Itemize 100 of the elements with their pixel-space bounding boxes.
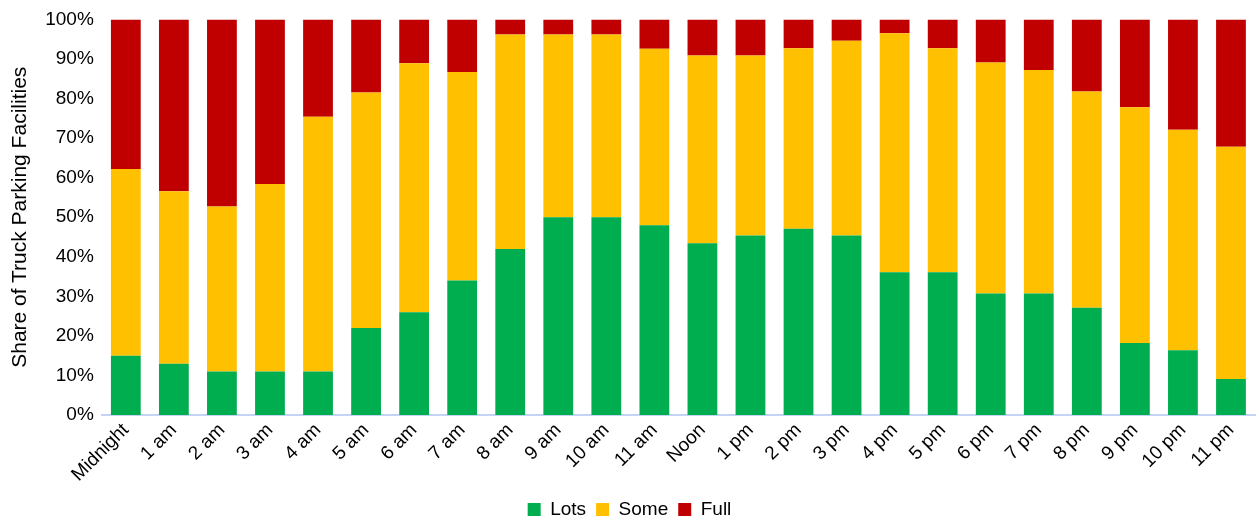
bar [687, 55, 718, 244]
bar [1216, 379, 1246, 416]
bar [399, 19, 430, 64]
y-tick-label: 50% [55, 205, 94, 227]
bar [1023, 70, 1054, 294]
bar [639, 48, 670, 226]
bar [975, 19, 1006, 63]
x-tick-label: 8 am [472, 418, 517, 464]
bar [303, 116, 333, 372]
bar [687, 243, 718, 416]
y-tick-label: 0% [66, 403, 94, 425]
bar [1023, 19, 1054, 71]
bar [879, 33, 910, 273]
x-tick-label: 8 pm [1048, 418, 1094, 464]
bar [495, 248, 526, 416]
x-tick-label: 5 pm [904, 418, 950, 464]
bar [255, 371, 285, 416]
bar [591, 217, 622, 416]
y-tick-label: 70% [55, 126, 94, 148]
bar [543, 217, 574, 416]
y-tick-label: 80% [55, 86, 94, 108]
y-tick-label: 90% [55, 47, 94, 69]
bar [1071, 91, 1102, 308]
bar [735, 235, 766, 416]
x-tick-label: 7 pm [1000, 418, 1046, 464]
bar [879, 19, 910, 34]
bar [110, 168, 141, 356]
bar [639, 225, 670, 416]
bar [1168, 129, 1198, 351]
bar [1119, 343, 1150, 416]
y-axis-title: Share of Truck Parking Facilities [7, 66, 31, 368]
x-tick-label: 1 pm [712, 418, 757, 464]
bar [1119, 107, 1150, 344]
x-tick-label: 4 pm [856, 418, 902, 464]
bar [255, 19, 285, 185]
bar [255, 184, 285, 372]
bar [591, 19, 622, 35]
x-tick-label: 6 pm [952, 418, 998, 464]
bar [158, 191, 189, 364]
bar [110, 355, 141, 416]
y-tick-label: 60% [55, 165, 94, 187]
bar [879, 272, 910, 416]
bar [831, 19, 862, 41]
y-tick-label: 40% [55, 245, 94, 267]
y-tick-label: 100% [45, 7, 94, 29]
bar [303, 371, 333, 416]
bar [495, 34, 526, 249]
bar [1071, 19, 1102, 92]
bar [639, 19, 670, 49]
bar [399, 312, 430, 416]
bar [399, 63, 430, 313]
y-tick-label: 10% [55, 363, 94, 385]
bar [735, 55, 766, 236]
x-tick-label: 2 am [183, 418, 229, 464]
x-tick-label: 5 am [327, 418, 373, 464]
bar [1071, 307, 1102, 416]
bar [1168, 19, 1198, 130]
bar [207, 19, 237, 207]
legend-label: Full [700, 497, 732, 519]
bar [207, 371, 237, 416]
bar [975, 62, 1006, 294]
bar [591, 34, 622, 218]
bar [351, 328, 381, 416]
bar [1023, 293, 1054, 416]
legend-label: Some [618, 497, 669, 519]
bar [783, 48, 814, 229]
bar [543, 34, 574, 218]
x-tick-label: 3 pm [808, 418, 854, 464]
bar [543, 19, 574, 35]
x-tick-label: 4 am [279, 418, 325, 464]
x-tick-label: 6 am [375, 418, 421, 464]
bar [783, 228, 814, 416]
bar [351, 19, 381, 93]
bar [158, 19, 189, 192]
bar [158, 363, 189, 416]
y-tick-label: 30% [55, 284, 94, 306]
y-tick-label: 20% [55, 324, 94, 346]
bar [783, 19, 814, 49]
bar [303, 19, 333, 117]
x-tick-label: 1 am [135, 418, 181, 464]
bar [447, 72, 478, 281]
bar [927, 272, 958, 416]
bar [975, 293, 1006, 416]
x-tick-label: 7 am [423, 418, 469, 464]
bar [831, 40, 862, 236]
bar [110, 19, 141, 169]
bar [927, 48, 958, 273]
bar [1119, 19, 1150, 108]
bar [1216, 146, 1246, 380]
bar [1168, 350, 1198, 416]
bar [447, 280, 478, 416]
bar [831, 235, 862, 416]
bar [351, 92, 381, 329]
bar [687, 19, 718, 56]
x-tick-label: 3 am [231, 418, 277, 464]
bar [447, 19, 478, 73]
bar [207, 206, 237, 372]
legend-label: Lots [550, 497, 587, 519]
bar [1216, 19, 1246, 147]
bar [735, 19, 766, 56]
